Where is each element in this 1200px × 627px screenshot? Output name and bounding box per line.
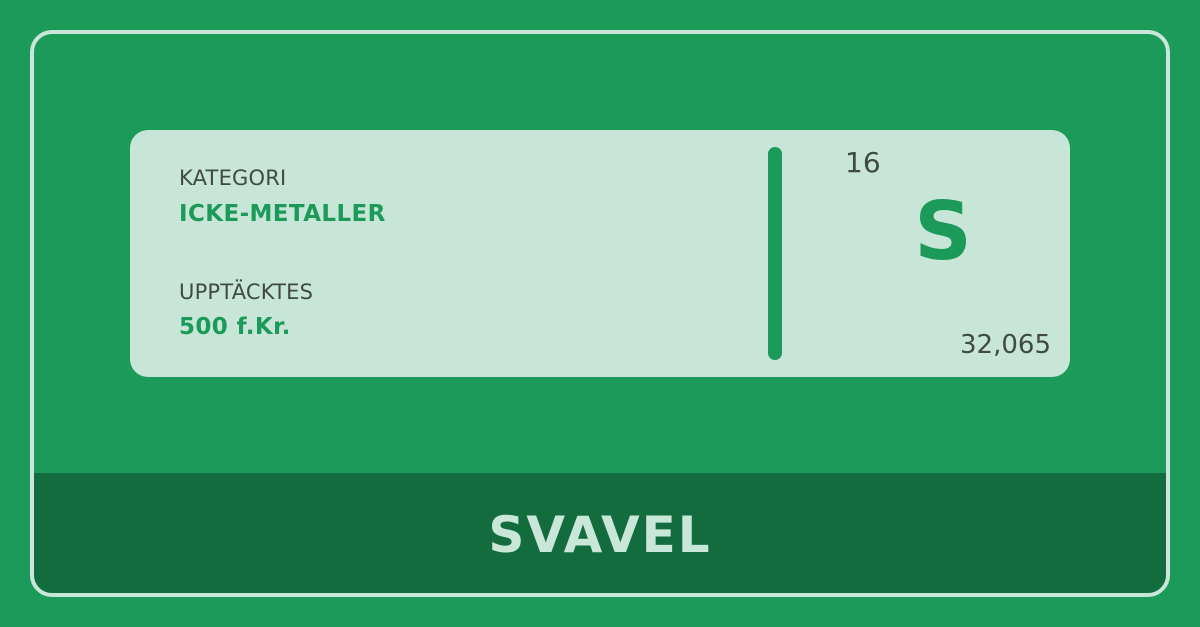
- element-name: SVAVEL: [488, 506, 712, 564]
- category-label: KATEGORI: [179, 166, 287, 190]
- element-symbol: S: [914, 185, 972, 278]
- atomic-mass: 32,065: [960, 330, 1051, 360]
- element-frame: KATEGORI ICKE-METALLER UPPTÄCKTES 500 f.…: [30, 30, 1170, 597]
- atomic-number: 16: [845, 146, 881, 179]
- discovered-label: UPPTÄCKTES: [179, 280, 314, 304]
- category-value: ICKE-METALLER: [179, 201, 386, 227]
- discovered-value: 500 f.Kr.: [179, 314, 291, 340]
- element-info-card: KATEGORI ICKE-METALLER UPPTÄCKTES 500 f.…: [130, 130, 1070, 377]
- element-name-bar: SVAVEL: [34, 473, 1166, 593]
- card-divider: [768, 147, 782, 360]
